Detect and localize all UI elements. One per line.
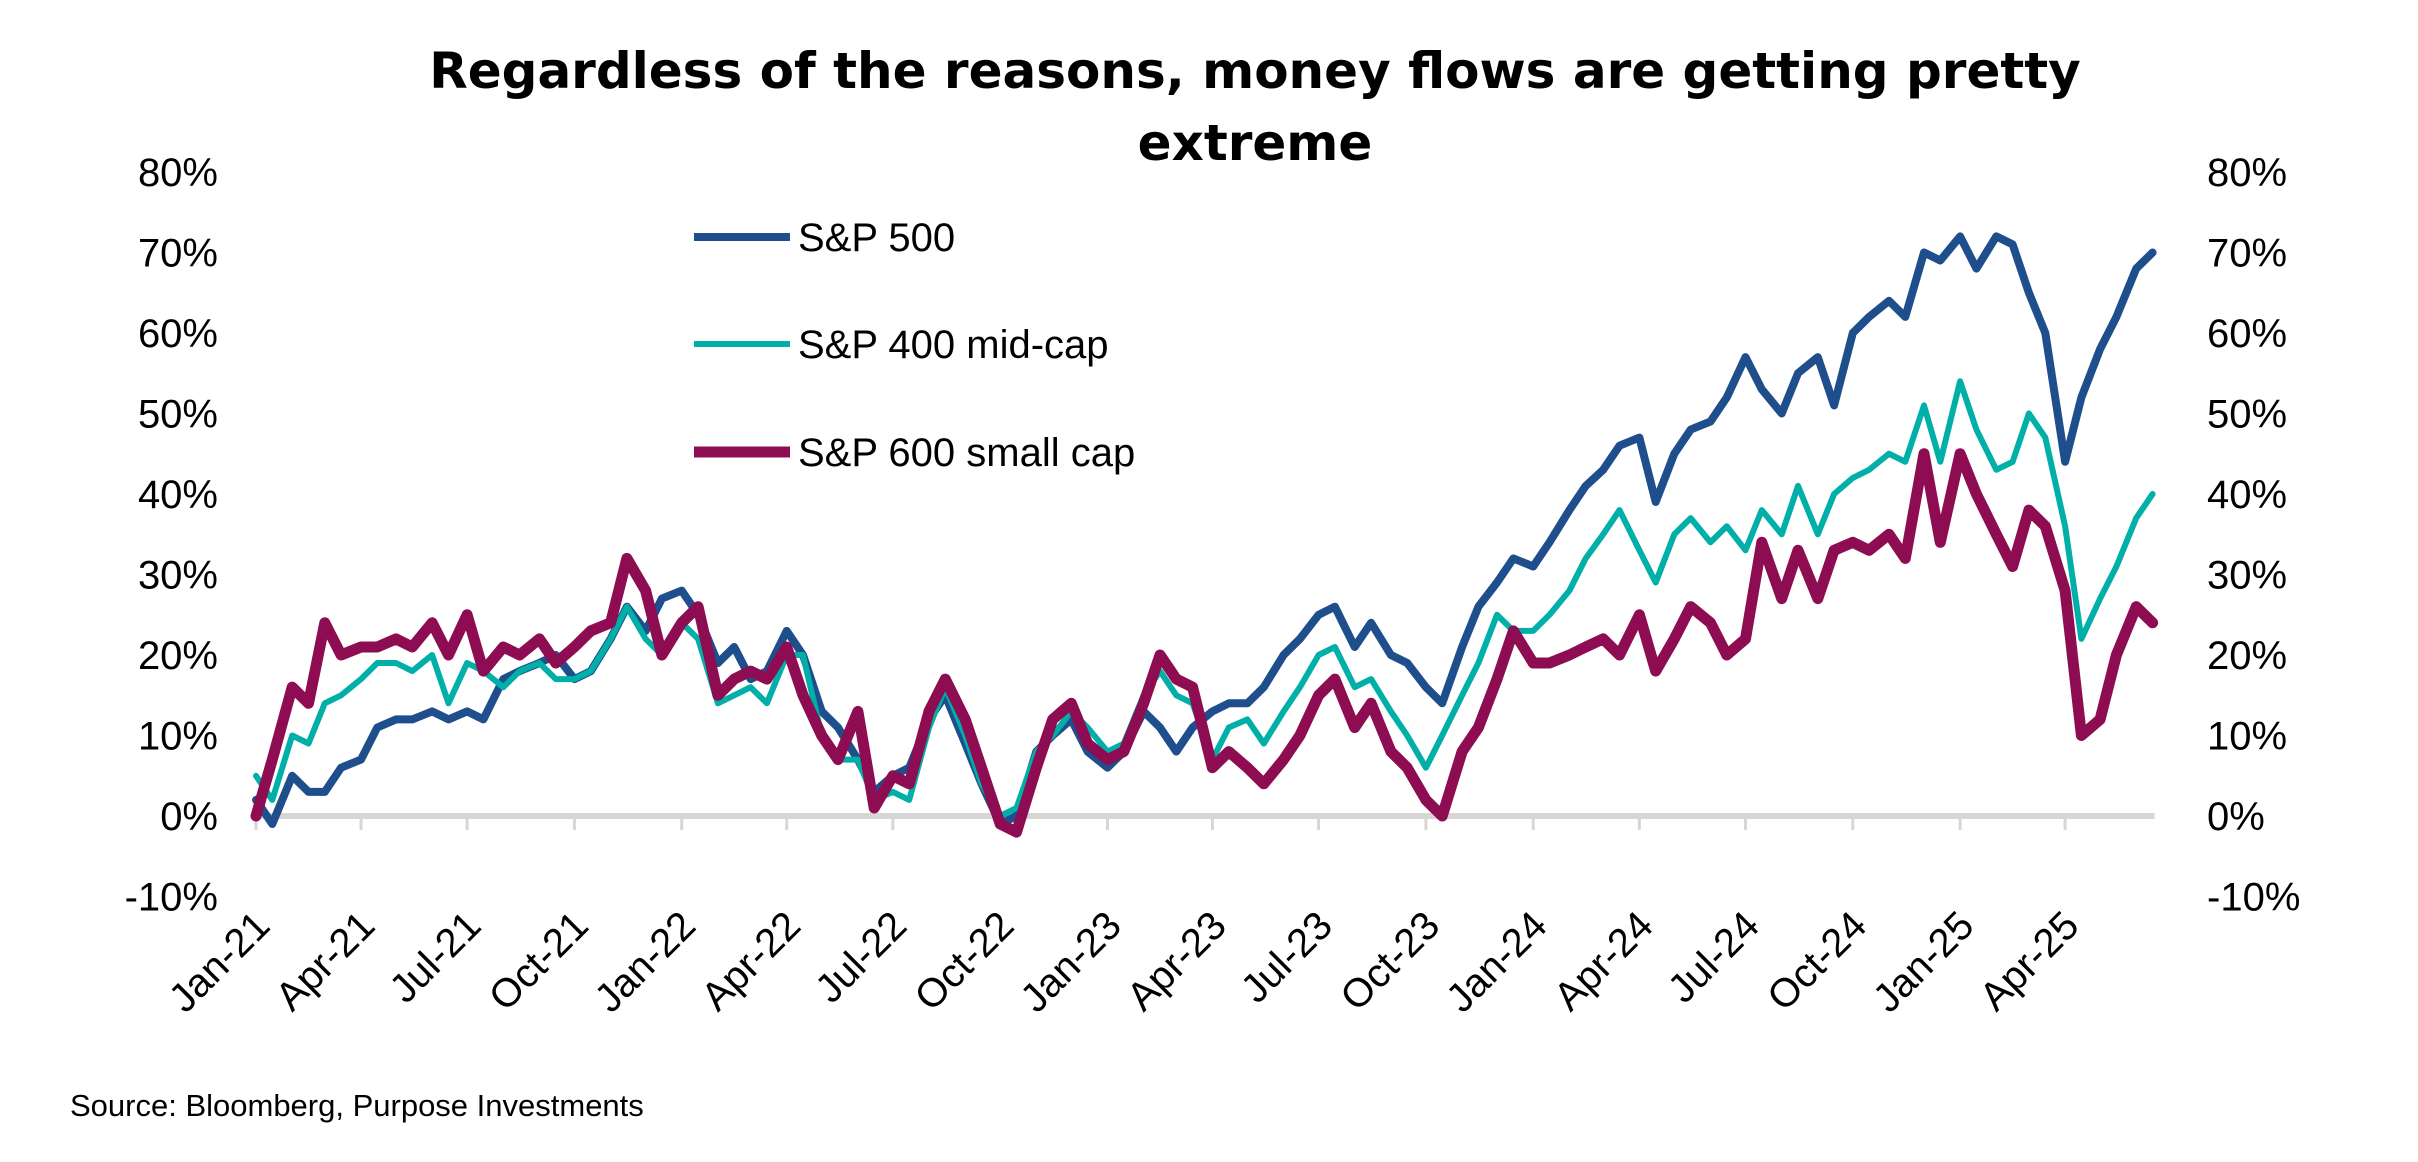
x-axis: Jan-21Apr-21Jul-21Oct-21Jan-22Apr-22Jul-… — [161, 813, 2155, 1021]
x-tick-label: Jan-24 — [1438, 903, 1556, 1021]
y-tick-label-secondary: 40% — [2207, 473, 2287, 517]
y-tick-label-secondary: 60% — [2207, 312, 2287, 356]
x-tick-label: Apr-21 — [267, 903, 383, 1019]
x-tick-label: Jul-23 — [1233, 903, 1341, 1011]
x-tick-label: Jul-21 — [381, 903, 489, 1011]
x-tick-label: Apr-24 — [1546, 903, 1662, 1019]
legend-label-1: S&P 500 — [798, 216, 955, 260]
y-tick-label: 20% — [138, 634, 218, 678]
y-tick-label: 80% — [138, 151, 218, 195]
legend: S&P 500 S&P 400 mid-cap S&P 600 small cap — [694, 216, 1135, 475]
x-tick-label: Jan-21 — [161, 903, 279, 1021]
y-tick-label: 40% — [138, 473, 218, 517]
chart-title-line-2: extreme — [1138, 114, 1373, 172]
x-tick-label: Jul-22 — [807, 903, 915, 1011]
y-tick-label: 50% — [138, 393, 218, 437]
x-tick-label: Oct-22 — [907, 903, 1023, 1019]
y-tick-label-secondary: 30% — [2207, 554, 2287, 598]
x-tick-label: Oct-23 — [1332, 903, 1448, 1019]
x-tick-label: Jan-22 — [586, 903, 704, 1021]
chart-title-line-1: Regardless of the reasons, money flows a… — [429, 42, 2081, 100]
x-tick-label: Apr-22 — [693, 903, 809, 1019]
y-tick-label: 60% — [138, 312, 218, 356]
y-axis-right: -10% 0% 10% 20% 30% 40% 50% 60% 70% 80% — [2207, 151, 2300, 920]
x-tick-label: Apr-23 — [1119, 903, 1235, 1019]
x-tick-label: Oct-21 — [481, 903, 597, 1019]
y-tick-label-secondary: 10% — [2207, 715, 2287, 759]
y-tick-label: 70% — [138, 232, 218, 276]
x-tick-label: Jul-24 — [1660, 903, 1768, 1011]
y-axis-left: -10% 0% 10% 20% 30% 40% 50% 60% 70% 80% — [125, 151, 218, 920]
y-tick-label-secondary: 50% — [2207, 393, 2287, 437]
legend-label-3: S&P 600 small cap — [798, 431, 1135, 475]
y-tick-label: 0% — [160, 795, 218, 839]
x-tick-label: Oct-24 — [1759, 903, 1875, 1019]
y-tick-label: 30% — [138, 554, 218, 598]
series-line-3 — [250, 448, 2159, 838]
y-tick-label-secondary: 70% — [2207, 232, 2287, 276]
x-tick-label: Jan-23 — [1012, 903, 1130, 1021]
x-tick-label: Apr-25 — [1971, 903, 2087, 1019]
series-lines — [250, 232, 2159, 838]
y-tick-label-secondary: 80% — [2207, 151, 2287, 195]
y-tick-label: -10% — [125, 876, 218, 920]
y-tick-label-secondary: 0% — [2207, 795, 2265, 839]
y-tick-label: 10% — [138, 715, 218, 759]
legend-label-2: S&P 400 mid-cap — [798, 323, 1109, 367]
source-note: Source: Bloomberg, Purpose Investments — [70, 1088, 644, 1123]
y-tick-label-secondary: -10% — [2207, 876, 2300, 920]
x-tick-label: Jan-25 — [1865, 903, 1983, 1021]
y-tick-label-secondary: 20% — [2207, 634, 2287, 678]
